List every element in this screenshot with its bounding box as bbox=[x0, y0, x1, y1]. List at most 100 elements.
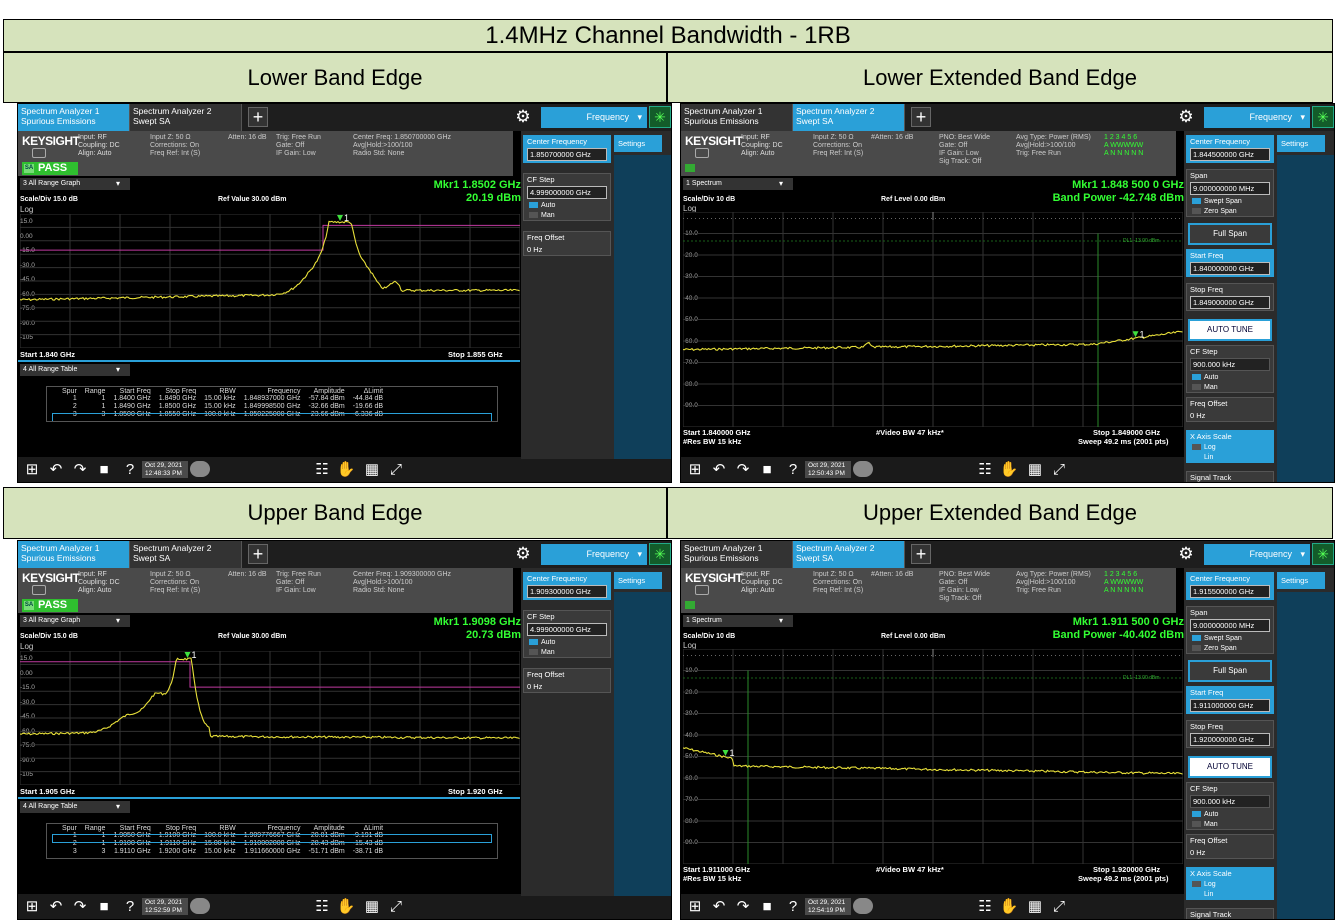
auto-option[interactable]: Auto bbox=[1192, 811, 1270, 818]
cf-step-key-value[interactable]: 4.999000000 GHz bbox=[527, 186, 607, 199]
redo-icon[interactable]: ↷ bbox=[73, 898, 87, 915]
chat-icon[interactable] bbox=[853, 461, 873, 477]
span-key-value[interactable]: 9.000000000 MHz bbox=[1190, 619, 1270, 632]
center-frequency-key-value[interactable]: 1.850700000 GHz bbox=[527, 148, 607, 161]
windows-icon[interactable]: ⊞ bbox=[688, 898, 702, 915]
layout-icon[interactable]: ▦ bbox=[364, 461, 380, 478]
stop-freq-key[interactable]: Stop Freq 1.920000000 GHz bbox=[1186, 720, 1274, 748]
full-span-button[interactable]: Full Span bbox=[1188, 660, 1272, 682]
center-frequency-key-value[interactable]: 1.909300000 GHz bbox=[527, 585, 607, 598]
swept-span-option[interactable]: Swept Span bbox=[1192, 635, 1270, 642]
man-option[interactable]: Man bbox=[529, 212, 607, 219]
fullscreen-icon[interactable]: ⤢ bbox=[389, 898, 402, 915]
zero-span-option[interactable]: Zero Span bbox=[1192, 208, 1270, 215]
zero-span-option[interactable]: Zero Span bbox=[1192, 645, 1270, 652]
graph-selector[interactable]: 3 All Range Graph bbox=[20, 615, 130, 627]
start-freq-key-value[interactable]: 1.840000000 GHz bbox=[1190, 262, 1270, 275]
layout-icon[interactable]: ▦ bbox=[1027, 898, 1043, 915]
chat-icon[interactable] bbox=[853, 898, 873, 914]
cf-step-key[interactable]: CF Step 4.999000000 GHz Auto Man bbox=[523, 610, 611, 658]
freq-offset-value[interactable]: 0 Hz bbox=[527, 682, 543, 691]
freq-offset-key[interactable]: Freq Offset 0 Hz bbox=[1186, 397, 1274, 422]
fullscreen-icon[interactable]: ⤢ bbox=[1052, 461, 1065, 478]
settings-tab[interactable]: Settings bbox=[614, 135, 662, 152]
freq-offset-key[interactable]: Freq Offset 0 Hz bbox=[523, 668, 611, 693]
redo-icon[interactable]: ↷ bbox=[736, 898, 750, 915]
lin-option[interactable]: Lin bbox=[1192, 891, 1270, 898]
tab-spectrum-analyzer-2[interactable]: Spectrum Analyzer 2 Swept SA bbox=[130, 104, 242, 131]
frequency-menu-button[interactable]: Frequency bbox=[541, 544, 647, 565]
cf-step-key[interactable]: CF Step 900.000 kHz Auto Man bbox=[1186, 345, 1274, 393]
settings-tab[interactable]: Settings bbox=[614, 572, 662, 589]
freq-offset-value[interactable]: 0 Hz bbox=[527, 245, 543, 254]
add-screen-button[interactable]: + bbox=[911, 544, 931, 564]
auto-option[interactable]: Auto bbox=[529, 202, 607, 209]
tab-spectrum-analyzer-2[interactable]: Spectrum Analyzer 2 Swept SA bbox=[793, 104, 905, 131]
chat-icon[interactable] bbox=[190, 461, 210, 477]
center-frequency-key[interactable]: Center Frequency 1.844500000 GHz bbox=[1186, 135, 1274, 163]
touch-icon[interactable]: ✋ bbox=[999, 898, 1019, 915]
table-selector[interactable]: 4 All Range Table bbox=[20, 364, 130, 376]
keyboard-icon[interactable]: ☷ bbox=[315, 461, 329, 478]
add-screen-button[interactable]: + bbox=[248, 107, 268, 127]
spectrum-graph[interactable]: 1 bbox=[20, 214, 520, 348]
gear-icon[interactable]: ⚙ bbox=[515, 544, 531, 563]
help-icon[interactable]: ? bbox=[125, 461, 135, 478]
add-screen-button[interactable]: + bbox=[248, 544, 268, 564]
graph-selector[interactable]: 1 Spectrum bbox=[683, 615, 793, 627]
signal-track-key[interactable]: Signal Track (Span Zoom) bbox=[1186, 471, 1274, 482]
cf-step-key[interactable]: CF Step 4.999000000 GHz Auto Man bbox=[523, 173, 611, 221]
span-key-value[interactable]: 9.000000000 MHz bbox=[1190, 182, 1270, 195]
add-screen-button[interactable]: + bbox=[911, 107, 931, 127]
tab-spectrum-analyzer-1[interactable]: Spectrum Analyzer 1 Spurious Emissions bbox=[18, 541, 130, 568]
span-key[interactable]: Span 9.000000000 MHz Swept Span Zero Span bbox=[1186, 169, 1274, 217]
stop-freq-key-value[interactable]: 1.920000000 GHz bbox=[1190, 733, 1270, 746]
touch-icon[interactable]: ✋ bbox=[336, 461, 356, 478]
center-frequency-key[interactable]: Center Frequency 1.850700000 GHz bbox=[523, 135, 611, 163]
frequency-menu-button[interactable]: Frequency bbox=[541, 107, 647, 128]
undo-icon[interactable]: ↶ bbox=[712, 461, 726, 478]
settings-tab[interactable]: Settings bbox=[1277, 572, 1325, 589]
cf-step-key[interactable]: CF Step 900.000 kHz Auto Man bbox=[1186, 782, 1274, 830]
table-selector[interactable]: 4 All Range Table bbox=[20, 801, 130, 813]
gear-icon[interactable]: ⚙ bbox=[1178, 107, 1194, 126]
fullscreen-icon[interactable]: ⤢ bbox=[1052, 898, 1065, 915]
swept-span-option[interactable]: Swept Span bbox=[1192, 198, 1270, 205]
x-axis-scale-key[interactable]: X Axis Scale Log Lin bbox=[1186, 867, 1274, 900]
auto-tune-button[interactable]: AUTO TUNE bbox=[1188, 756, 1272, 778]
spectrum-graph[interactable]: 1 bbox=[683, 212, 1183, 427]
lin-option[interactable]: Lin bbox=[1192, 454, 1270, 461]
keyboard-icon[interactable]: ☷ bbox=[978, 461, 992, 478]
tab-spectrum-analyzer-2[interactable]: Spectrum Analyzer 2 Swept SA bbox=[793, 541, 905, 568]
spectrum-graph[interactable]: 1 bbox=[20, 651, 520, 785]
stop-freq-key[interactable]: Stop Freq 1.849000000 GHz bbox=[1186, 283, 1274, 311]
help-icon[interactable]: ? bbox=[125, 898, 135, 915]
spectrum-graph[interactable]: 1 bbox=[683, 649, 1183, 864]
center-frequency-key[interactable]: Center Frequency 1.915500000 GHz bbox=[1186, 572, 1274, 600]
layout-icon[interactable]: ▦ bbox=[1027, 461, 1043, 478]
windows-icon[interactable]: ⊞ bbox=[25, 898, 39, 915]
cf-step-key-value[interactable]: 900.000 kHz bbox=[1190, 795, 1270, 808]
table-row[interactable]: 3 3 1.9110 GHz 1.9200 GHz 15.00 kHz 1.9116600… bbox=[58, 848, 387, 856]
touch-icon[interactable]: ✋ bbox=[336, 898, 356, 915]
man-option[interactable]: Man bbox=[529, 649, 607, 656]
center-frequency-key-value[interactable]: 1.844500000 GHz bbox=[1190, 148, 1270, 161]
graph-selector[interactable]: 1 Spectrum bbox=[683, 178, 793, 190]
freq-offset-value[interactable]: 0 Hz bbox=[1190, 848, 1206, 857]
gear-icon[interactable]: ⚙ bbox=[515, 107, 531, 126]
table-row[interactable]: 2 1 1.9100 GHz 1.9110 GHz 15.00 kHz 1.9100020… bbox=[58, 840, 387, 848]
log-option[interactable]: Log bbox=[1192, 881, 1270, 888]
auto-option[interactable]: Auto bbox=[529, 639, 607, 646]
span-key[interactable]: Span 9.000000000 MHz Swept Span Zero Span bbox=[1186, 606, 1274, 654]
frequency-menu-button[interactable]: Frequency bbox=[1204, 107, 1310, 128]
chat-icon[interactable] bbox=[190, 898, 210, 914]
help-icon[interactable]: ? bbox=[788, 898, 798, 915]
help-icon[interactable]: ? bbox=[788, 461, 798, 478]
tab-spectrum-analyzer-1[interactable]: Spectrum Analyzer 1 Spurious Emissions bbox=[681, 104, 793, 131]
redo-icon[interactable]: ↷ bbox=[736, 461, 750, 478]
x-axis-scale-key[interactable]: X Axis Scale Log Lin bbox=[1186, 430, 1274, 463]
tab-spectrum-analyzer-1[interactable]: Spectrum Analyzer 1 Spurious Emissions bbox=[681, 541, 793, 568]
man-option[interactable]: Man bbox=[1192, 821, 1270, 828]
undo-icon[interactable]: ↶ bbox=[49, 461, 63, 478]
center-frequency-key-value[interactable]: 1.915500000 GHz bbox=[1190, 585, 1270, 598]
